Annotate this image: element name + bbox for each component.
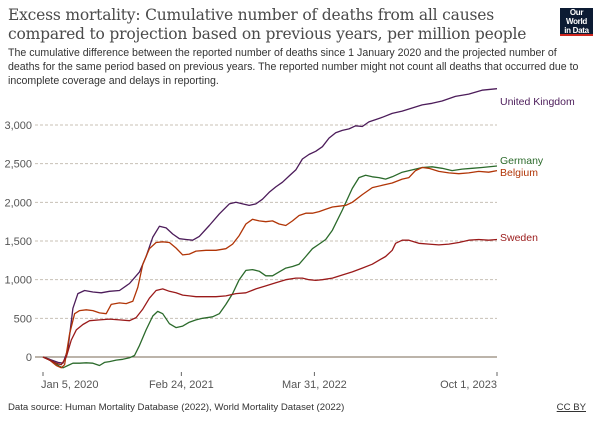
series-label-belgium: Belgium (500, 167, 538, 179)
data-source: Data source: Human Mortality Database (2… (8, 402, 345, 413)
series-label-united-kingdom: United Kingdom (500, 96, 575, 108)
gridlines (35, 124, 497, 358)
logo-line1: Our World (565, 7, 588, 26)
series-lines (42, 88, 498, 369)
y-tick-label: 500 (14, 313, 32, 325)
x-axis-ticks: Jan 5, 2020 Feb 24, 2021 Mar 31, 2022 Oct 1… (41, 372, 498, 391)
owid-logo[interactable]: Our World in Data (560, 8, 593, 36)
x-tick-label: Feb 24, 2021 (149, 379, 214, 391)
license-link[interactable]: CC BY (556, 402, 586, 413)
chart-subtitle: The cumulative difference between the re… (8, 47, 579, 87)
y-tick-label: 0 (26, 352, 32, 364)
series-line-sweden (42, 238, 498, 366)
series-line-belgium (42, 166, 498, 369)
series-line-united-kingdom (42, 88, 498, 364)
y-axis-ticks: 0 500 1,000 1,500 2,000 2,500 3,000 (4, 120, 32, 364)
logo-line2: in Data (564, 25, 589, 35)
x-tick-label: Jan 5, 2020 (41, 379, 99, 391)
y-tick-label: 1,500 (4, 236, 32, 248)
y-tick-label: 1,000 (4, 275, 32, 287)
chart-title: Excess mortality: Cumulative number of d… (8, 6, 527, 43)
series-label-sweden: Sweden (500, 232, 538, 244)
x-tick-label: Mar 31, 2022 (282, 379, 347, 391)
series-line-germany (42, 165, 498, 369)
series-label-germany: Germany (500, 155, 544, 167)
y-tick-label: 2,000 (4, 197, 32, 209)
y-tick-label: 2,500 (4, 159, 32, 171)
y-tick-label: 3,000 (4, 120, 32, 132)
x-tick-label: Oct 1, 2023 (440, 379, 497, 391)
